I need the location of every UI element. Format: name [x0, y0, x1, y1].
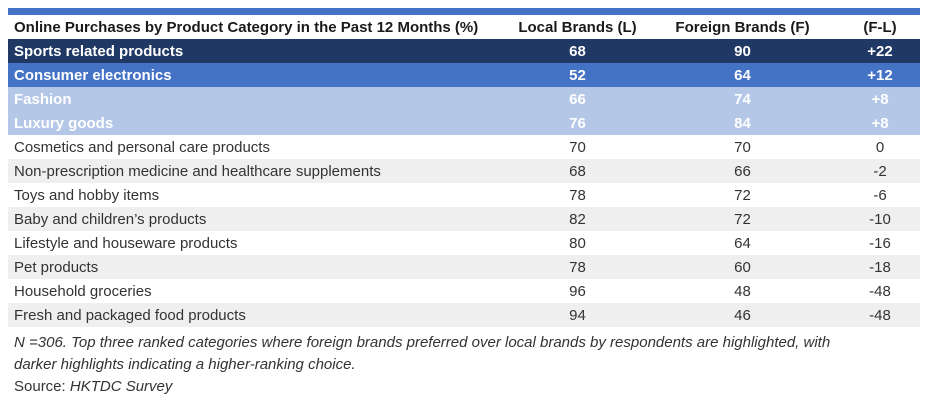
local-value-cell: 78	[569, 258, 586, 276]
foreign-value-cell: 46	[734, 306, 751, 324]
table-row: Consumer electronics 52 64 +12	[8, 63, 920, 87]
category-cell: Consumer electronics	[14, 66, 172, 84]
diff-value-cell: -18	[869, 258, 891, 276]
foreign-value-cell: 72	[734, 210, 751, 228]
category-cell: Toys and hobby items	[14, 186, 160, 204]
foreign-value-cell: 64	[734, 234, 751, 252]
category-cell: Luxury goods	[14, 114, 114, 132]
footnote: N =306. Top three ranked categories wher…	[14, 332, 920, 398]
category-cell: Lifestyle and houseware products	[14, 234, 238, 252]
footnote-line-2: darker highlights indicating a higher-ra…	[14, 356, 356, 373]
diff-column-header: (F-L)	[840, 15, 920, 39]
local-value-cell: 52	[569, 66, 586, 84]
local-value-cell: 76	[569, 114, 586, 132]
foreign-value-cell: 72	[734, 186, 751, 204]
local-value-cell: 68	[569, 162, 586, 180]
table-row: Cosmetics and personal care products 70 70…	[8, 135, 920, 159]
table-body: Sports related products 68 90 +22 Consumer e…	[8, 39, 920, 327]
local-value-cell: 70	[569, 138, 586, 156]
diff-value-cell: -10	[869, 210, 891, 228]
local-value-cell: 68	[569, 42, 586, 60]
foreign-value-cell: 90	[734, 42, 751, 60]
local-brands-column-header: Local Brands (L)	[510, 15, 645, 39]
category-cell: Sports related products	[14, 42, 184, 60]
category-cell: Cosmetics and personal care products	[14, 138, 270, 156]
product-category-table: Online Purchases by Product Category in …	[8, 15, 920, 327]
foreign-brands-column-header: Foreign Brands (F)	[645, 15, 840, 39]
diff-value-cell: +8	[871, 90, 889, 108]
table-row: Lifestyle and houseware products 80 64 -16	[8, 231, 920, 255]
table-row: Luxury goods 76 84 +8	[8, 111, 920, 135]
category-cell: Pet products	[14, 258, 99, 276]
local-value-cell: 80	[569, 234, 586, 252]
header-row: Online Purchases by Product Category in …	[8, 15, 920, 39]
footnote-line-1: N =306. Top three ranked categories wher…	[14, 334, 831, 351]
table-row: Baby and children’s products 82 72 -10	[8, 207, 920, 231]
table-row: Fashion 66 74 +8	[8, 87, 920, 111]
category-cell: Baby and children’s products	[14, 210, 207, 228]
table-row: Household groceries 96 48 -48	[8, 279, 920, 303]
table-row: Fresh and packaged food products 94 46 -48	[8, 303, 920, 327]
table-row: Pet products 78 60 -18	[8, 255, 920, 279]
foreign-value-cell: 66	[734, 162, 751, 180]
category-cell: Household groceries	[14, 282, 152, 300]
table-figure: Online Purchases by Product Category in …	[8, 8, 920, 398]
foreign-value-cell: 70	[734, 138, 751, 156]
table-row: Toys and hobby items 78 72 -6	[8, 183, 920, 207]
source-label: Source:	[14, 378, 70, 395]
top-accent-bar	[8, 8, 920, 15]
diff-value-cell: +22	[867, 42, 893, 60]
table-row: Sports related products 68 90 +22	[8, 39, 920, 63]
source-value: HKTDC Survey	[69, 378, 173, 395]
foreign-value-cell: 74	[734, 90, 751, 108]
diff-value-cell: -48	[869, 306, 891, 324]
category-cell: Fresh and packaged food products	[14, 306, 246, 324]
foreign-value-cell: 84	[734, 114, 751, 132]
foreign-value-cell: 64	[734, 66, 751, 84]
diff-value-cell: -2	[873, 162, 887, 180]
foreign-value-cell: 60	[734, 258, 751, 276]
diff-value-cell: 0	[875, 138, 885, 156]
diff-value-cell: +8	[871, 114, 889, 132]
local-value-cell: 94	[569, 306, 586, 324]
local-value-cell: 66	[569, 90, 586, 108]
local-value-cell: 82	[569, 210, 586, 228]
table-row: Non-prescription medicine and healthcare…	[8, 159, 920, 183]
diff-value-cell: -16	[869, 234, 891, 252]
local-value-cell: 96	[569, 282, 586, 300]
category-column-header: Online Purchases by Product Category in …	[8, 15, 510, 39]
category-cell: Non-prescription medicine and healthcare…	[14, 162, 381, 180]
local-value-cell: 78	[569, 186, 586, 204]
diff-value-cell: -48	[869, 282, 891, 300]
diff-value-cell: -6	[873, 186, 887, 204]
diff-value-cell: +12	[867, 66, 893, 84]
source-line: Source: HKTDC Survey	[14, 376, 920, 398]
category-cell: Fashion	[14, 90, 72, 108]
foreign-value-cell: 48	[734, 282, 751, 300]
